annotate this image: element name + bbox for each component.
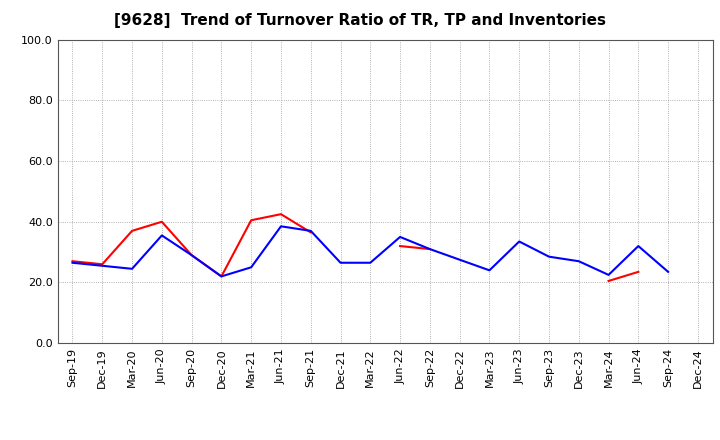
Text: [9628]  Trend of Turnover Ratio of TR, TP and Inventories: [9628] Trend of Turnover Ratio of TR, TP… bbox=[114, 13, 606, 28]
Trade Payables bbox=[276, 224, 285, 229]
Trade Receivables bbox=[426, 246, 434, 252]
Trade Receivables bbox=[217, 274, 226, 279]
Line: Trade Payables: Trade Payables bbox=[73, 226, 668, 276]
Trade Payables bbox=[634, 243, 643, 249]
Trade Payables bbox=[426, 246, 434, 252]
Trade Payables bbox=[515, 239, 523, 244]
Trade Receivables bbox=[604, 279, 613, 284]
Trade Payables bbox=[98, 263, 107, 268]
Trade Receivables bbox=[276, 212, 285, 217]
Trade Receivables bbox=[68, 259, 77, 264]
Trade Receivables bbox=[396, 243, 405, 249]
Trade Payables bbox=[307, 228, 315, 234]
Trade Payables bbox=[545, 254, 554, 259]
Trade Receivables bbox=[187, 253, 196, 258]
Trade Payables bbox=[664, 269, 672, 275]
Trade Payables bbox=[366, 260, 374, 265]
Trade Payables bbox=[336, 260, 345, 265]
Trade Receivables bbox=[127, 228, 136, 234]
Trade Receivables bbox=[247, 218, 256, 223]
Trade Receivables bbox=[98, 262, 107, 267]
Trade Payables bbox=[217, 274, 226, 279]
Trade Receivables bbox=[634, 269, 643, 275]
Trade Receivables bbox=[307, 230, 315, 235]
Trade Payables bbox=[575, 259, 583, 264]
Line: Trade Receivables: Trade Receivables bbox=[73, 214, 639, 281]
Trade Receivables bbox=[158, 219, 166, 224]
Trade Payables bbox=[187, 253, 196, 258]
Trade Payables bbox=[396, 234, 405, 239]
Trade Payables bbox=[604, 272, 613, 278]
Trade Payables bbox=[247, 264, 256, 270]
Trade Payables bbox=[68, 260, 77, 265]
Trade Receivables bbox=[515, 259, 523, 264]
Trade Payables bbox=[455, 257, 464, 262]
Trade Payables bbox=[127, 266, 136, 271]
Trade Payables bbox=[485, 268, 494, 273]
Trade Payables bbox=[158, 233, 166, 238]
